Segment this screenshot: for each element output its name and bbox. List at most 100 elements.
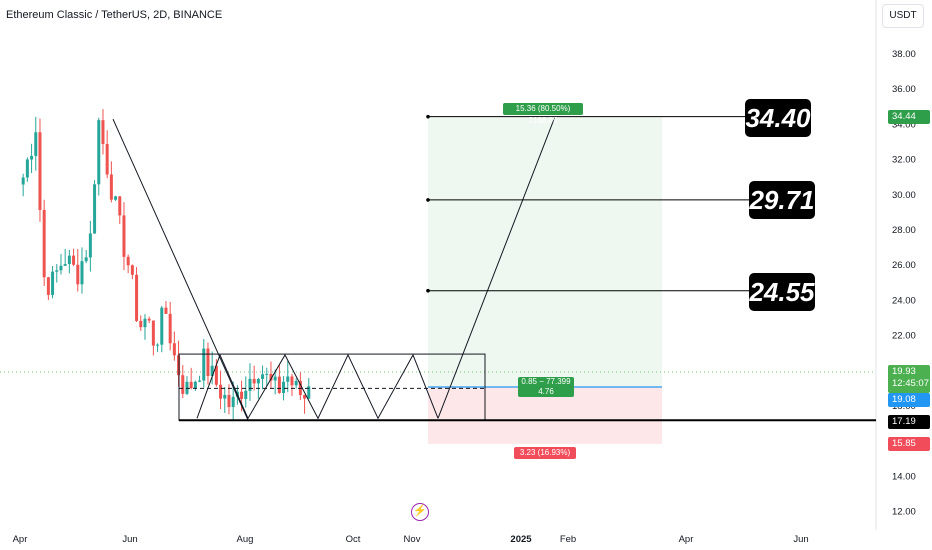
candle-body [252,378,256,384]
candle-body [202,348,206,381]
countdown-timer: 12:45:07 [892,378,929,389]
y-tick-label: 22.00 [892,331,916,342]
candle-body [21,177,25,185]
candle-body [286,376,290,382]
candle-body [273,376,277,381]
candle-body [126,256,130,266]
candle-body [97,120,101,185]
projection-line [437,116,556,419]
candle-body [84,257,88,262]
target-label-2: 29.71 [749,181,815,219]
candle-body [214,365,218,385]
candle-body [256,378,260,384]
target-label-3: 24.55 [749,273,815,311]
candle-body [139,320,143,328]
candle-body [135,274,139,321]
x-axis: Apr Jun Aug Oct Nov 2025 Feb Apr Jun [13,534,809,545]
candle-body [59,265,63,271]
candle-body [46,277,50,295]
entry-price-badge: 19.08 [888,393,930,407]
x-tick-label: Jun [793,534,808,545]
candle-body [67,255,71,265]
y-tick-label: 30.00 [892,190,916,201]
candle-body [307,386,311,399]
last-price-value: 19.93 [892,366,916,377]
profit-label: 15.36 (80.50%) 2188.85 [503,103,583,125]
candle-body [147,318,151,321]
candle-body [34,132,38,156]
x-tick-label: Oct [346,534,361,545]
target-line-2-dot [426,198,430,202]
candle-body [248,378,252,391]
candle-body [193,381,197,389]
candle-body [80,261,84,285]
candle-body [42,209,46,278]
candle-body [101,120,105,144]
candle-body [93,184,97,234]
candle-body [172,343,176,356]
candle-body [261,374,265,379]
candle-body [282,381,286,393]
candle-body [151,320,155,346]
candle-body [198,380,202,382]
candle-body [240,391,244,399]
candle-body [303,395,307,399]
symbol-title: Ethereum Classic / TetherUS, 2D, BINANCE [6,9,223,21]
x-tick-label: Apr [679,534,694,545]
candle-body [294,380,298,386]
candle-body [223,394,227,399]
candle-body [30,155,34,160]
x-tick-label: Feb [560,534,576,545]
x-tick-label: Apr [13,534,28,545]
candle-body [244,390,248,399]
candle-body [277,376,281,393]
candle-body [105,143,109,175]
y-tick-label: 12.00 [892,507,916,518]
candle-body [51,271,55,295]
candle-body [227,394,231,408]
candle-body [265,373,269,375]
candle-body [206,348,210,376]
candle-body [122,215,126,257]
zigzag-pattern [196,353,439,420]
candle-body [185,381,189,394]
target-price-badge: 34.44 [888,110,930,124]
candle-body [160,307,164,345]
candle-body [269,373,273,381]
candle-body [76,264,80,285]
candle-body [130,265,134,275]
x-tick-label: Jun [122,534,137,545]
candle-body [181,375,185,394]
profit-zone [428,116,662,387]
candle-body [189,381,193,389]
x-tick-label: Aug [237,534,254,545]
loss-label: 3.23 (16.93%) 750 [514,447,576,469]
y-tick-label: 28.00 [892,225,916,236]
candle-body [63,264,67,266]
y-tick-label: 36.00 [892,84,916,95]
y-tick-label: 32.00 [892,155,916,166]
stop-price-badge: 15.85 [888,437,930,451]
candle-body [143,318,147,328]
candle-body [168,313,172,344]
candle-body [231,396,235,408]
descending-trendline [112,118,249,421]
y-tick-label: 34.00 [892,119,916,130]
candle-body [219,384,223,399]
position-ratio-label: 4.76 [538,387,554,396]
target-line-3-dot [426,288,430,293]
candles [21,109,311,422]
candle-body [164,307,168,314]
candle-body [210,365,214,376]
candle-body [55,270,59,272]
candle-body [109,174,113,200]
candle-body [156,344,160,346]
target-label-1: 34.40 [745,99,811,137]
y-tick-label: 24.00 [892,295,916,306]
candle-body [25,159,29,178]
currency-button[interactable]: USDT [882,4,924,28]
lightning-icon[interactable]: ⚡ [411,503,429,521]
candle-body [72,255,76,265]
support-price-badge: 17.19 [888,415,930,429]
candle-body [290,376,294,386]
